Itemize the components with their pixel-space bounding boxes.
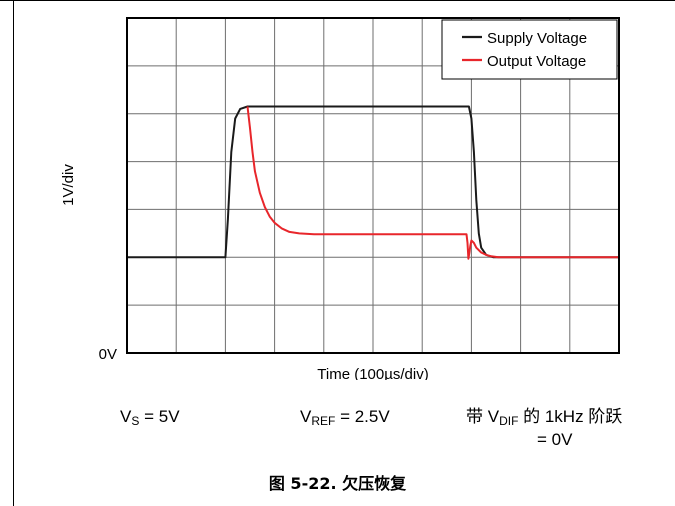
left-border	[13, 0, 14, 506]
vref-value: = 2.5V	[335, 407, 390, 426]
vs-value: = 5V	[139, 407, 180, 426]
series-lines	[127, 105, 619, 260]
vref-condition: VREF = 2.5V	[300, 407, 390, 428]
legend-box	[441, 19, 618, 80]
vs-subscript: S	[131, 414, 140, 428]
vref-subscript: REF	[311, 414, 336, 428]
chart-svg: Supply Voltage Output Voltage 1V/div 0V …	[60, 17, 620, 380]
vdif-suffix: 的 1kHz 阶跃	[518, 407, 623, 426]
vs-symbol: V	[120, 407, 132, 426]
legend-label-supply: Supply Voltage	[487, 30, 587, 47]
legend-label-output: Output Voltage	[487, 53, 586, 70]
vref-symbol: V	[300, 407, 312, 426]
vdif-value: = 0V	[537, 430, 573, 449]
x-axis-label: Time (100µs/div)	[317, 366, 428, 380]
y-axis-label: 1V/div	[60, 164, 77, 206]
vdif-condition: 带 VDIF 的 1kHz 阶跃	[466, 402, 622, 428]
output-voltage-line	[246, 106, 619, 260]
plot-border	[126, 17, 620, 354]
chart: Supply Voltage Output Voltage 1V/div 0V …	[60, 17, 620, 380]
figure-caption: 图 5-22. 欠压恢复	[268, 474, 407, 493]
vs-condition: VS = 5V	[120, 407, 180, 428]
y-zero-label: 0V	[99, 346, 117, 363]
vdif-prefix: 带 V	[466, 407, 500, 426]
vdif-subscript: DIF	[499, 414, 519, 428]
top-border	[0, 0, 675, 1]
legend: Supply Voltage Output Voltage	[441, 19, 618, 80]
